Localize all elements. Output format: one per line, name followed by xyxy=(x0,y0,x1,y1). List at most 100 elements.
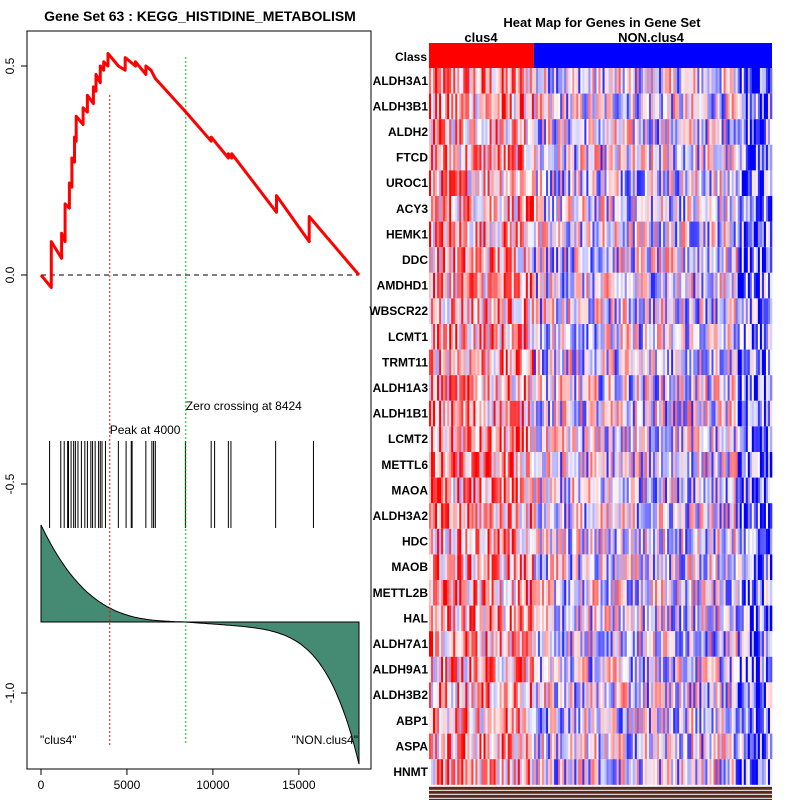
heatmap-cell xyxy=(622,656,626,683)
heatmap-cell xyxy=(443,759,446,785)
heatmap-cell xyxy=(602,144,605,171)
heatmap-cell xyxy=(455,93,458,120)
heatmap-cell xyxy=(541,400,545,427)
heatmap-cell xyxy=(443,324,446,350)
heatmap-cell xyxy=(663,93,666,120)
heatmap-cell xyxy=(517,349,521,376)
heatmap-cell xyxy=(541,375,545,401)
heatmap-cell xyxy=(731,733,734,760)
heatmap-cell xyxy=(612,221,615,248)
heatmap-cell xyxy=(761,375,765,401)
heatmap-cell xyxy=(650,503,654,529)
heatmap-cell xyxy=(759,221,763,248)
heatmap-cell xyxy=(590,605,593,632)
heatmap-cell xyxy=(511,682,515,708)
heatmap-cell xyxy=(751,400,755,427)
heatmap-cell xyxy=(477,554,480,580)
heatmap-cell xyxy=(753,196,757,222)
heatmap-cell xyxy=(687,759,690,785)
heatmap-cell xyxy=(735,375,738,401)
heatmap-cell xyxy=(705,119,708,145)
heatmap-cell xyxy=(503,221,506,248)
heatmap-cell xyxy=(602,324,605,350)
heatmap-cell xyxy=(741,324,745,350)
heatmap-cell xyxy=(755,580,759,606)
heatmap-cell xyxy=(638,631,642,657)
heatmap-cell xyxy=(596,68,599,94)
heatmap-cell xyxy=(489,221,492,248)
heatmap-cell xyxy=(648,221,652,248)
heatmap-cell xyxy=(759,119,763,145)
heatmap-cell xyxy=(626,196,630,222)
heatmap-cell xyxy=(741,759,745,785)
heatmap-cell xyxy=(683,144,686,171)
heatmap-cell xyxy=(604,477,607,504)
heatmap-cell xyxy=(751,759,755,785)
heatmap-cell xyxy=(592,503,595,529)
heatmap-cell xyxy=(648,503,652,529)
heatmap-cell xyxy=(739,298,743,324)
heatmap-cell xyxy=(709,733,712,760)
guide-lines xyxy=(41,57,359,745)
heatmap-cell xyxy=(624,170,628,196)
heatmap-cell xyxy=(640,93,644,120)
heatmap-cell xyxy=(433,298,436,324)
heatmap-cell xyxy=(449,682,452,708)
heatmap-cell xyxy=(465,93,468,120)
heatmap-cell xyxy=(701,631,704,657)
heatmap-cell xyxy=(721,221,724,248)
heatmap-cell xyxy=(673,144,676,171)
heatmap-cell xyxy=(429,656,432,683)
heatmap-cell xyxy=(741,426,745,452)
heatmap-cell xyxy=(487,93,490,120)
heatmap-cell xyxy=(544,528,547,555)
heatmap-cell xyxy=(719,759,722,785)
heatmap-cell xyxy=(455,580,458,606)
heatmap-cell xyxy=(659,682,662,708)
heatmap-cell xyxy=(483,477,486,504)
heatmap-cell xyxy=(709,68,712,94)
heatmap-cell xyxy=(511,68,515,94)
heatmap-cell xyxy=(564,400,567,427)
heatmap-cell xyxy=(525,605,529,632)
heatmap-cell xyxy=(487,349,490,376)
heatmap-cell xyxy=(521,554,525,580)
heatmap-cell xyxy=(602,503,605,529)
heatmap-cell xyxy=(562,196,565,222)
heatmap-cell xyxy=(481,221,484,248)
heatmap-cell xyxy=(677,682,680,708)
heatmap-cell xyxy=(537,426,541,452)
heatmap-cell xyxy=(465,656,468,683)
heatmap-cell xyxy=(679,528,682,555)
heatmap-cell xyxy=(634,349,638,376)
heatmap-cell xyxy=(566,477,569,504)
heatmap-cell xyxy=(523,375,527,401)
heatmap-cell xyxy=(727,528,730,555)
heatmap-cell xyxy=(679,298,682,324)
heatmap-cell xyxy=(598,503,601,529)
heatmap-cell xyxy=(572,93,575,120)
heatmap-cell xyxy=(721,119,724,145)
heatmap-cell xyxy=(592,452,595,478)
heatmap-cell xyxy=(572,170,575,196)
heatmap-cell xyxy=(467,298,470,324)
heatmap-cell xyxy=(592,144,595,171)
heatmap-cell xyxy=(614,503,617,529)
heatmap-cell xyxy=(723,196,726,222)
heatmap-cell xyxy=(638,196,642,222)
heatmap-cell xyxy=(673,196,676,222)
heatmap-cell xyxy=(447,733,450,760)
heatmap-cell xyxy=(600,580,603,606)
heatmap-cell xyxy=(628,580,632,606)
heatmap-cell xyxy=(429,631,432,657)
heatmap-cell xyxy=(475,733,478,760)
heatmap-cell xyxy=(713,733,716,760)
heatmap-cell xyxy=(586,375,589,401)
heatmap-cell xyxy=(477,349,480,376)
heatmap-cell xyxy=(537,400,541,427)
heatmap-cell xyxy=(572,68,575,94)
heatmap-cell xyxy=(749,708,753,734)
heatmap-cell xyxy=(594,196,597,222)
heatmap-cell xyxy=(622,554,626,580)
heatmap-cell xyxy=(699,93,702,120)
